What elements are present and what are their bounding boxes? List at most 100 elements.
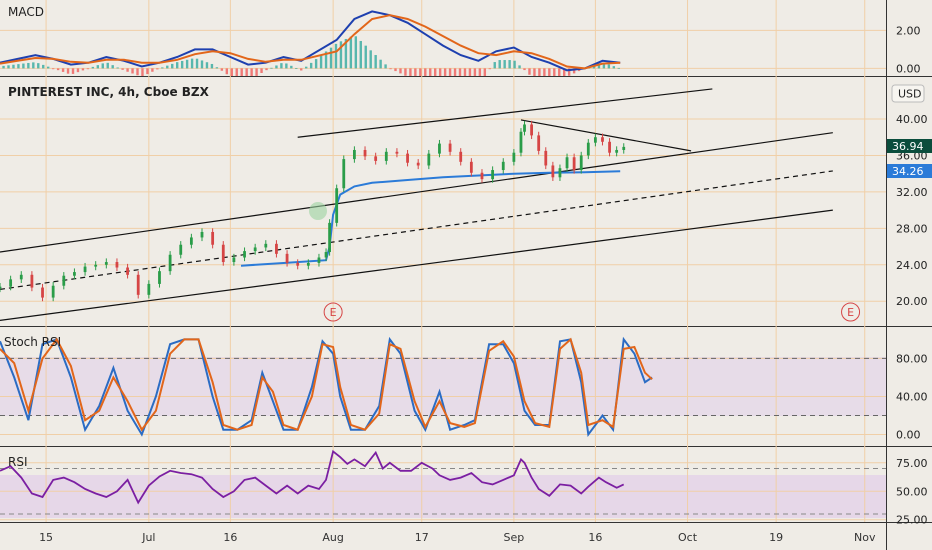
macd-histogram-bar [448, 68, 452, 76]
macd-histogram-bar [602, 62, 606, 69]
macd-histogram-bar [533, 68, 536, 76]
earnings-marker-label: E [330, 306, 337, 319]
macd-histogram-bar [255, 68, 258, 76]
macd-histogram-bar [42, 64, 45, 69]
macd-histogram-bar [265, 68, 268, 71]
macd-histogram-bar [567, 68, 571, 76]
candle-body [62, 275, 66, 286]
y-tick-label: 25.00 [896, 514, 928, 527]
macd-histogram-bar [518, 65, 521, 69]
macd-title[interactable]: MACD [8, 5, 44, 19]
candlesticks [0, 120, 626, 302]
rsi-title[interactable]: RSI [8, 455, 28, 469]
macd-histogram-bar [548, 68, 551, 76]
price-scales[interactable]: 2.000.0040.0036.0032.0028.0024.0020.0080… [896, 24, 928, 526]
macd-histogram-bar [56, 68, 60, 71]
macd-histogram-bar [141, 68, 144, 76]
macd-histogram-bar [349, 36, 353, 69]
candle-body [232, 257, 236, 263]
candle-body [384, 151, 388, 161]
macd-histogram-bar [344, 38, 348, 69]
candle-body [200, 231, 204, 238]
macd-histogram-bar [478, 68, 482, 76]
candle-body [147, 283, 151, 295]
candle-body [324, 252, 328, 258]
trendlines[interactable] [0, 88, 833, 321]
macd-histogram-bar [61, 68, 65, 72]
time-axis[interactable]: 15 Jul 16 Aug 17 Sep 16 Oct 19 Nov [39, 531, 876, 544]
macd-histogram-bar [161, 67, 164, 69]
candle-body [395, 151, 399, 154]
x-tick-label: 16 [588, 531, 602, 544]
macd-histogram-bar [468, 68, 472, 76]
x-tick-label: Sep [504, 531, 525, 544]
candle-body [491, 170, 495, 180]
macd-histogram-bar [220, 68, 224, 71]
candle-body [158, 271, 161, 284]
stoch-rsi-reference-lines [0, 357, 886, 416]
macd-histogram-bar [443, 68, 447, 76]
candle-body [342, 159, 346, 189]
candle-body [427, 153, 431, 166]
y-tick-label: 24.00 [896, 259, 928, 272]
macd-histogram-bar [171, 63, 174, 69]
macd-histogram-bar [270, 67, 273, 69]
macd-histogram-bar [91, 66, 95, 69]
macd-histogram-bar [543, 68, 546, 76]
macd-histogram-bar [290, 65, 293, 69]
macd-histogram-bar [528, 68, 531, 75]
candle-body [353, 149, 356, 160]
stoch-rsi-title[interactable]: Stoch RSI [4, 335, 61, 349]
macd-histogram-bar [285, 63, 288, 69]
price-title[interactable]: PINTEREST INC, 4h, Cboe BZX [8, 85, 210, 99]
macd-histogram-bar [101, 63, 104, 69]
macd-histogram-bar [66, 68, 70, 74]
macd-histogram-bar [419, 68, 422, 76]
earnings-marker-label: E [847, 306, 854, 319]
macd-histogram-bar [438, 68, 442, 76]
candle-body [51, 285, 55, 298]
macd-histogram-bar [106, 62, 109, 69]
candle-body [104, 262, 108, 265]
macd-histogram-bar [429, 68, 432, 76]
macd-histogram-bar [458, 68, 462, 76]
usd-label: USD [898, 88, 922, 101]
rsi-band [0, 475, 886, 518]
macd-histogram-bar [488, 68, 491, 70]
macd-histogram-bar [324, 51, 328, 69]
earnings-marker[interactable] [841, 302, 861, 322]
macd-histogram-bar [131, 68, 134, 74]
macd-histogram-bar [71, 68, 75, 74]
candle-body [264, 243, 268, 248]
candle-body [221, 244, 225, 263]
candle-body [285, 253, 289, 263]
macd-series-line [0, 14, 621, 70]
candle-body [544, 150, 548, 166]
ma-price-tag: 34.26 [887, 164, 932, 178]
candle-body [0, 286, 2, 289]
candle-body [275, 243, 278, 254]
macd-histogram-bar [280, 63, 283, 69]
usd-button[interactable]: USD [891, 84, 925, 103]
candle-body [406, 153, 409, 163]
last-price-tag: 36.94 [887, 139, 932, 153]
candle-body [551, 165, 555, 178]
candle-body [168, 254, 172, 272]
candle-body [480, 172, 484, 180]
macd-histogram-bar [558, 68, 561, 76]
candle-body [296, 262, 300, 266]
earnings-marker[interactable] [323, 302, 343, 322]
macd-histogram-bar [176, 62, 179, 69]
candle-body [19, 274, 23, 280]
y-tick-label: 0.00 [896, 428, 921, 441]
macd-histogram-bar [225, 68, 229, 75]
macd-histogram-bar [305, 66, 308, 69]
candle-body [94, 264, 98, 267]
macd-histogram-bar [563, 68, 566, 76]
macd-histogram-bar [364, 45, 367, 69]
macd-histogram-bar [394, 68, 397, 72]
macd-histogram-bar [553, 68, 556, 76]
